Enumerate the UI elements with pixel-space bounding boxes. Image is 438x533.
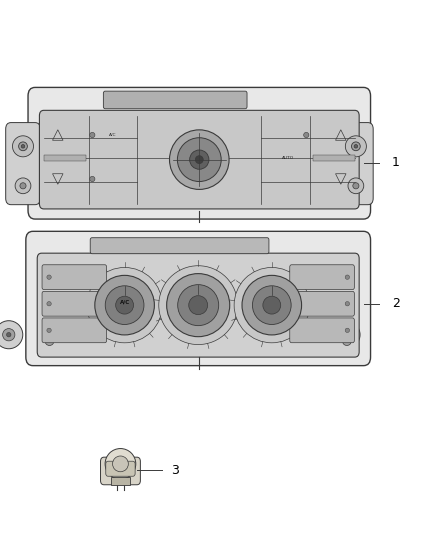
Ellipse shape [113,456,128,472]
Ellipse shape [47,302,51,306]
Ellipse shape [90,176,95,182]
Text: A/C: A/C [120,300,130,305]
Ellipse shape [95,276,154,335]
FancyBboxPatch shape [339,123,373,205]
Ellipse shape [242,276,302,335]
Text: AUTO: AUTO [282,156,293,160]
Ellipse shape [21,144,25,148]
Ellipse shape [345,275,350,279]
Ellipse shape [170,130,229,189]
Ellipse shape [332,321,360,349]
FancyBboxPatch shape [39,110,359,209]
Text: 2: 2 [392,297,400,310]
Ellipse shape [351,142,360,151]
Ellipse shape [0,321,23,349]
Ellipse shape [166,273,230,337]
Ellipse shape [20,183,26,189]
Ellipse shape [178,285,219,326]
Bar [44,155,86,161]
FancyBboxPatch shape [290,292,354,316]
Text: 3: 3 [171,464,179,477]
Ellipse shape [195,156,203,164]
Ellipse shape [47,275,51,279]
FancyBboxPatch shape [100,457,140,485]
FancyBboxPatch shape [290,318,354,343]
Ellipse shape [7,333,11,337]
Text: 1: 1 [392,156,400,169]
Ellipse shape [12,136,34,157]
Ellipse shape [348,178,364,193]
FancyBboxPatch shape [42,292,106,316]
FancyBboxPatch shape [42,318,106,343]
FancyBboxPatch shape [290,265,354,289]
Ellipse shape [304,132,309,138]
Ellipse shape [39,330,60,352]
FancyBboxPatch shape [103,91,247,109]
FancyBboxPatch shape [6,123,40,205]
Bar [313,155,355,161]
Ellipse shape [177,138,221,182]
FancyBboxPatch shape [28,87,371,219]
FancyBboxPatch shape [42,265,106,289]
FancyBboxPatch shape [37,253,359,357]
Ellipse shape [190,150,209,169]
Ellipse shape [90,132,95,138]
Ellipse shape [345,328,350,333]
Ellipse shape [159,266,237,344]
Text: A/C: A/C [109,133,117,137]
Ellipse shape [234,268,310,343]
Ellipse shape [105,286,144,325]
Ellipse shape [354,144,357,148]
Ellipse shape [47,328,51,333]
Ellipse shape [345,302,350,306]
FancyBboxPatch shape [26,231,371,366]
Ellipse shape [336,330,358,352]
Ellipse shape [45,337,54,345]
FancyBboxPatch shape [106,461,135,477]
Ellipse shape [344,333,348,337]
Ellipse shape [345,136,366,157]
Ellipse shape [3,328,15,341]
Bar [110,477,131,484]
Ellipse shape [343,337,351,345]
Ellipse shape [18,142,27,151]
Ellipse shape [340,328,352,341]
Ellipse shape [263,296,281,314]
Ellipse shape [116,296,134,314]
Ellipse shape [353,183,359,189]
Ellipse shape [105,449,136,479]
FancyBboxPatch shape [90,238,269,254]
Ellipse shape [252,286,291,325]
Ellipse shape [15,178,31,193]
Ellipse shape [87,268,162,343]
Ellipse shape [189,296,208,314]
